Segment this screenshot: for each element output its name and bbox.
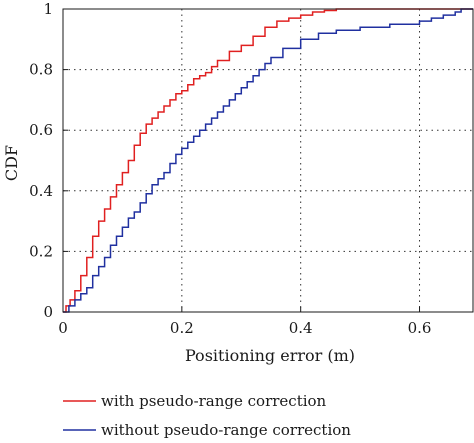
y-tick-label: 0.4	[29, 182, 53, 200]
x-axis-title: Positioning error (m)	[185, 346, 355, 365]
without-correction-line	[63, 8, 473, 313]
legend-label-without-correction: without pseudo-range correction	[101, 421, 351, 439]
x-tick-label: 0.6	[408, 319, 432, 337]
y-tick-label: 0.6	[29, 121, 53, 139]
x-tick-label: 0.2	[170, 319, 194, 337]
legend-label-with-correction: with pseudo-range correction	[101, 392, 327, 410]
y-tick-label: 1	[43, 0, 53, 18]
axis-ticks: 0 0.2 0.4 0.6 0 0.2 0.4 0.6 0.8 1	[29, 0, 431, 337]
legend: with pseudo-range correction without pse…	[63, 392, 351, 439]
grid-lines	[63, 9, 473, 312]
legend-item-with-correction: with pseudo-range correction	[63, 392, 327, 410]
x-tick-label: 0	[58, 319, 68, 337]
series-lines	[63, 8, 473, 313]
y-tick-label: 0.8	[29, 61, 53, 79]
y-tick-label: 0.2	[29, 242, 53, 260]
plot-frame	[62, 8, 474, 313]
with-correction-line	[63, 8, 473, 313]
y-axis-title: CDF	[2, 145, 21, 181]
x-tick-label: 0.4	[289, 319, 313, 337]
legend-item-without-correction: without pseudo-range correction	[63, 421, 351, 439]
y-tick-label: 0	[43, 303, 53, 321]
